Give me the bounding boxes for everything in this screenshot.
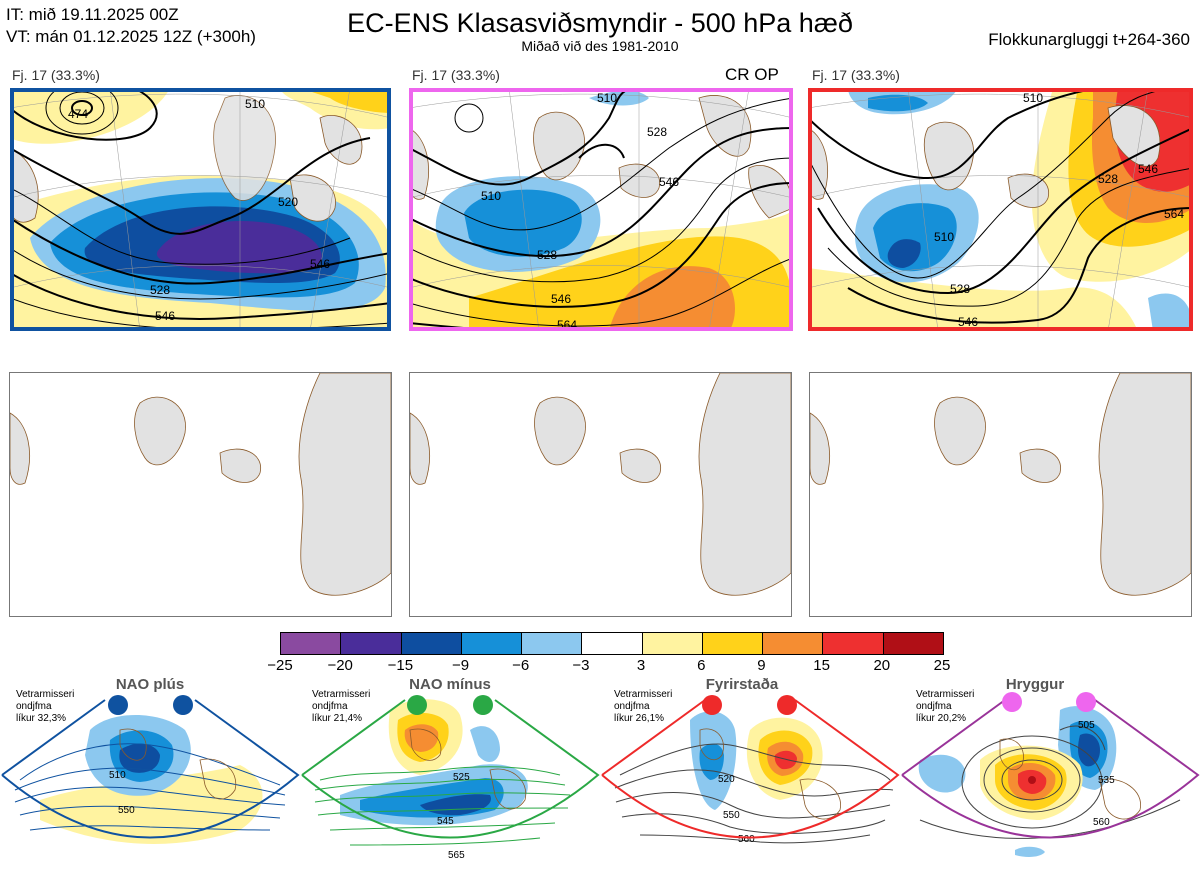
regime-title-blocking: Fyrirstaða [705,676,779,693]
colorbar-tick-label: −25 [267,657,293,674]
contour-label: 545 [437,816,454,827]
contour-label: 546 [958,315,978,329]
regime-info-blocking: Vetrarmisseri ondjfma líkur 26,1% [614,689,673,724]
contour-label: 546 [310,257,330,271]
regime-dot [1076,692,1096,712]
page-subtitle: Miðað við des 1981-2010 [521,38,679,54]
contour-label: 528 [537,248,557,262]
regimes-row: 510 550 [0,670,1200,871]
colorbar-tick-label: 25 [933,657,951,674]
regime-dot [473,695,493,715]
empty-map-1 [9,372,392,617]
contour-label: 520 [278,195,298,209]
colorbar-cell [701,633,763,654]
regime-nao-plus: 510 550 [1,695,300,844]
regime-title-nao-plus: NAO plús [115,676,185,693]
empty-map-2 [409,372,792,617]
contour-label: 525 [453,772,470,783]
contour-label: 550 [723,810,740,821]
colorbar-cell [882,633,943,654]
regime-dot [108,695,128,715]
colorbar-tick-label: −15 [387,657,414,674]
contour-label: 510 [597,91,617,105]
regime-dot [1002,692,1022,712]
contour-label: 546 [551,292,571,306]
colorbar-cell [340,633,401,654]
regime-dot [777,695,797,715]
cluster-frame [409,88,793,331]
regime-dot [702,695,722,715]
cluster-2-label: Fj. 17 (33.3%) [412,67,500,83]
contour-label: 546 [659,175,679,189]
contour-label: 510 [245,97,265,111]
contour-label: 546 [1138,162,1158,176]
contour-label: 564 [1164,207,1184,221]
contour-label: 474 [68,107,88,121]
colorbar-tick-label: 6 [697,657,706,674]
contour-label: 510 [481,189,501,203]
cluster-2-badge: CR OP [725,65,779,84]
contour-label: 510 [109,770,126,781]
issue-time: IT: mið 19.11.2025 00Z [6,5,179,24]
regime-info-nao-plus: Vetrarmisseri ondjfma líkur 32,3% [16,689,75,724]
contour-label: 520 [718,774,735,785]
regime-title-ridge: Hryggur [1005,676,1065,693]
regime-ridge: 505 535 560 [901,692,1200,857]
contour-label: 505 [1078,720,1095,731]
contour-label: 560 [1093,817,1110,828]
land [10,95,363,223]
cluster-map-1: 474 510 520 528 546 546 [10,88,391,331]
header-times: IT: mið 19.11.2025 00Z VT: mán 01.12.202… [6,4,256,48]
colorbar-tick-label: −3 [572,657,590,674]
land [808,105,1161,208]
contour-label: 528 [150,283,170,297]
valid-time: VT: mán 01.12.2025 12Z (+300h) [6,27,256,46]
colorbar-cell [762,633,823,654]
classification-window: Flokkunargluggi t+264-360 [988,30,1190,49]
regime-dot [173,695,193,715]
colorbar [280,632,944,655]
colorbar-tick-label: −6 [512,657,530,674]
page-title: EC-ENS Klasasviðsmyndir - 500 hPa hæð [347,8,853,38]
regime-title-nao-minus: NAO mínus [409,676,491,693]
colorbar-cell [460,633,522,654]
contour-label: 510 [1023,91,1043,105]
contour-label: 550 [118,805,135,816]
colorbar-tick-label: 3 [636,657,646,674]
regime-nao-minus: 525 545 565 [301,695,600,861]
cluster-3-label: Fj. 17 (33.3%) [812,67,900,83]
contour-label: 535 [1098,775,1115,786]
cluster-frame [10,88,391,331]
colorbar-cell [641,633,702,654]
regime-info-nao-minus: Vetrarmisseri ondjfma líkur 21,4% [312,689,371,724]
colorbar-tick-label: 9 [757,657,766,674]
anomaly-shading [10,88,391,331]
colorbar-tick-label: 20 [873,657,891,674]
colorbar-cell [581,633,642,654]
colorbar-cell [281,633,341,654]
cluster-map-3: 510 510 528 528 546 546 564 [808,88,1193,331]
regime-blocking: 520 550 560 [601,695,900,845]
colorbar-tick-label: 15 [813,657,830,674]
regime-dot [407,695,427,715]
land [409,95,793,219]
contour-label: 528 [647,125,667,139]
contour-label: 528 [950,282,970,296]
cluster-1-label: Fj. 17 (33.3%) [12,67,100,83]
contour-label: 510 [934,230,954,244]
cluster-map-2: 510 510 528 528 546 546 564 [409,88,793,331]
colorbar-cell [822,633,883,654]
regime-info-ridge: Vetrarmisseri ondjfma líkur 20,2% [916,689,975,724]
colorbar-tick-label: −20 [327,657,353,674]
colorbar-cell [400,633,461,654]
colorbar-cell [521,633,582,654]
contour-label: 528 [1098,172,1118,186]
empty-map-3 [809,372,1192,617]
contour-label: 560 [738,834,755,845]
cluster-frame [808,88,1193,331]
contour-label: 565 [448,850,465,861]
colorbar-tick-label: −9 [451,657,470,674]
contour-label: 546 [155,309,175,323]
